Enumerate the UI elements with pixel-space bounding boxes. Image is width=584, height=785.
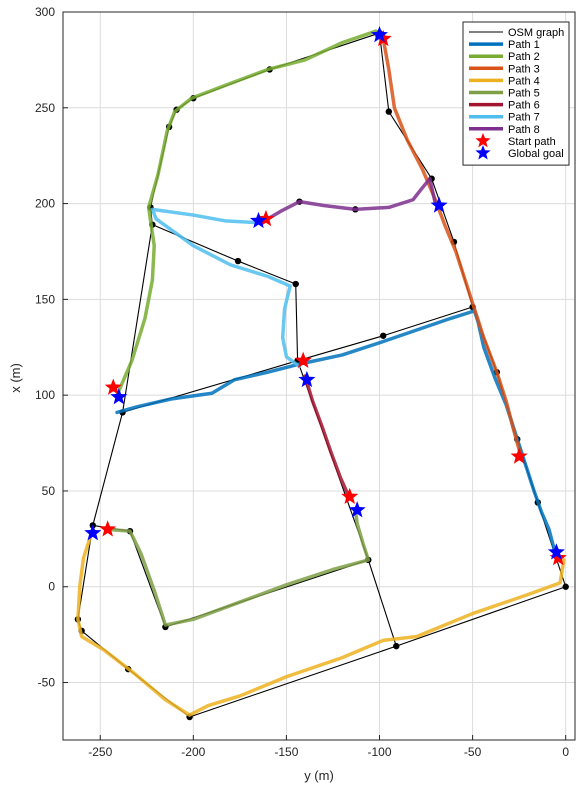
osm-graph-edge: [92, 412, 124, 526]
y-tick-label: 250: [35, 101, 55, 115]
x-tick-label: -150: [274, 745, 298, 759]
osm-graph-node: [562, 583, 569, 590]
legend-entry-label: Path 6: [508, 100, 540, 112]
legend-entry-label: Path 8: [508, 124, 540, 136]
y-tick-label: 50: [42, 484, 56, 498]
osm-graph-edge: [122, 224, 153, 413]
osm-graph-edge: [189, 645, 397, 718]
osm-graph-node: [393, 642, 400, 650]
osm-graph-edge: [396, 586, 566, 647]
start-path-marker: [294, 351, 312, 368]
start-path-marker: [99, 520, 117, 537]
y-tick-label: 200: [35, 197, 55, 211]
global-goal-marker: [370, 25, 389, 43]
x-tick-label: -100: [367, 745, 391, 759]
path-8-line: [266, 176, 438, 221]
start-path-marker: [341, 487, 359, 504]
path-7-line: [150, 207, 302, 369]
y-axis-title: x (m): [8, 363, 23, 393]
path-2-line: [115, 29, 378, 397]
x-tick-label: 0: [562, 745, 569, 759]
osm-graph-edge: [297, 335, 384, 362]
osm-graph-edge: [367, 559, 397, 647]
legend-entry-label: Path 3: [508, 63, 540, 75]
markers-layer: [84, 25, 567, 566]
legend-entry-label: Path 7: [508, 112, 540, 124]
osm-graph-edge: [152, 224, 239, 262]
global-goal-marker: [110, 388, 128, 405]
global-goal-marker: [249, 211, 268, 229]
global-goal-marker: [298, 370, 316, 388]
path-5-line: [104, 508, 371, 627]
legend-entry-label: Path 4: [508, 75, 540, 87]
osm-graph-edge: [295, 284, 299, 361]
path-6-line: [303, 374, 352, 501]
grid-layer: [63, 11, 575, 740]
osm-graph-node: [380, 332, 387, 339]
legend-star-icon: [475, 145, 491, 160]
global-goal-marker: [547, 543, 565, 560]
x-tick-label: -250: [88, 745, 112, 759]
path-3-line: [381, 37, 523, 459]
osm-graph-node: [292, 280, 299, 288]
legend-star-icon: [475, 132, 491, 148]
y-tick-label: 100: [35, 388, 55, 402]
global-goal-marker: [348, 501, 366, 518]
osm-graph-edge: [383, 306, 473, 337]
plot-frame: [62, 11, 576, 741]
legend-entry-label: Path 5: [508, 88, 540, 100]
legend-entry-label: Start path: [508, 136, 556, 148]
x-tick-label: -200: [181, 745, 205, 759]
x-tick-label: -50: [464, 745, 482, 759]
osm-graph-edge: [237, 260, 296, 285]
global-goal-marker: [430, 196, 448, 213]
path-4-line: [76, 533, 566, 717]
legend-entry-label: Global goal: [508, 148, 564, 160]
osm-graph-edge: [378, 33, 390, 112]
y-tick-label: 150: [35, 292, 55, 306]
paths-layer: [76, 29, 566, 717]
legend-entry-label: Path 2: [508, 51, 540, 63]
y-tick-label: 0: [48, 580, 55, 594]
path-1-line: [115, 309, 557, 553]
legend-entry-label: OSM graph: [508, 27, 564, 39]
osm-graph-node: [385, 108, 393, 115]
global-goal-marker: [84, 524, 102, 541]
osm-graph-node: [234, 257, 242, 265]
y-tick-label: -50: [38, 676, 56, 690]
x-axis-title: y (m): [304, 768, 334, 783]
start-path-marker: [510, 447, 528, 464]
start-path-marker: [104, 378, 122, 395]
axis-layer: -250 -200 -150 -100 -50 0 -50 0 50 100 150 200 250 30…: [35, 5, 569, 759]
y-tick-label: 300: [35, 5, 55, 19]
legend-entry-label: Path 1: [508, 39, 540, 51]
